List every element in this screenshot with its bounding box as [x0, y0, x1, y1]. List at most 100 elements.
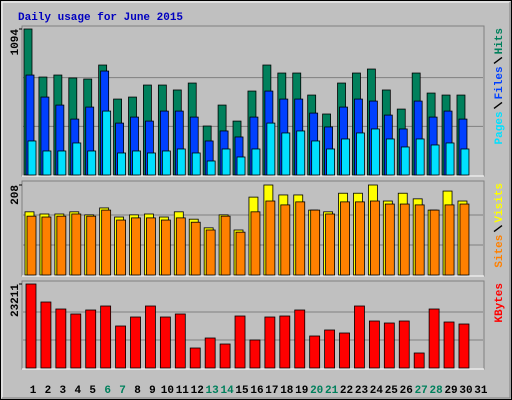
- bar: [399, 203, 410, 276]
- bar: [294, 309, 306, 369]
- x-tick-label: 10: [161, 385, 174, 397]
- bar: [85, 309, 97, 369]
- bar: [310, 209, 321, 276]
- x-tick-label: 18: [280, 385, 294, 397]
- bar: [191, 152, 201, 176]
- x-tick-label: 7: [119, 385, 126, 397]
- bar: [117, 152, 126, 176]
- bar: [189, 347, 201, 369]
- x-tick-label: 23: [355, 385, 369, 397]
- bar: [266, 122, 276, 176]
- x-tick-label: 16: [250, 385, 263, 397]
- x-tick-label: 9: [149, 385, 156, 397]
- bar: [340, 201, 350, 276]
- bar: [280, 204, 291, 276]
- bar: [339, 332, 350, 369]
- bar: [55, 308, 67, 369]
- x-tick-label: 20: [310, 385, 323, 397]
- bar: [42, 150, 52, 176]
- bar: [70, 313, 82, 369]
- bar: [281, 132, 291, 176]
- legend-separator: [493, 101, 503, 109]
- bar: [132, 150, 141, 176]
- x-tick-label: 2: [45, 385, 52, 397]
- bar: [249, 339, 261, 369]
- bar: [398, 320, 410, 369]
- bar: [221, 148, 231, 176]
- bar: [26, 215, 37, 276]
- bar: [444, 204, 455, 276]
- bar: [413, 352, 425, 369]
- bar: [326, 148, 336, 176]
- y-tick-label: 208: [10, 185, 22, 205]
- x-tick-label: 29: [444, 385, 457, 397]
- bar: [176, 148, 186, 176]
- bar: [219, 343, 231, 369]
- x-tick-label: 28: [430, 385, 444, 397]
- bar: [86, 215, 97, 276]
- bar: [264, 316, 276, 369]
- bar: [130, 316, 141, 369]
- bar: [383, 322, 395, 369]
- bar: [325, 213, 336, 276]
- bar: [324, 329, 336, 369]
- x-tick-label: 3: [60, 385, 67, 397]
- bar: [265, 200, 276, 276]
- x-tick-label: 4: [74, 385, 81, 397]
- bar: [429, 209, 440, 276]
- x-tick-label: 19: [295, 385, 308, 397]
- bar: [250, 211, 261, 276]
- x-tick-label: 15: [235, 385, 249, 397]
- x-tick-label: 17: [265, 385, 278, 397]
- bar: [41, 216, 52, 276]
- bar: [369, 200, 380, 276]
- x-tick-label: 24: [370, 385, 384, 397]
- bar: [251, 148, 261, 176]
- bar: [116, 219, 126, 276]
- legend-entry: Files: [494, 66, 506, 99]
- bar: [71, 213, 82, 276]
- bar: [101, 209, 112, 276]
- bar: [57, 150, 67, 176]
- bar: [234, 315, 246, 369]
- bar: [384, 203, 395, 276]
- x-tick-label: 11: [176, 385, 190, 397]
- bar: [190, 221, 201, 276]
- x-tick-label: 6: [104, 385, 111, 397]
- bar: [102, 110, 112, 176]
- bar: [458, 323, 470, 369]
- legend-entry: Sites: [494, 235, 506, 268]
- x-tick-label: 27: [415, 385, 428, 397]
- x-tick-label: 25: [385, 385, 399, 397]
- bar: [279, 315, 291, 369]
- bar: [205, 229, 216, 276]
- x-tick-label: 14: [220, 385, 234, 397]
- bar: [204, 337, 216, 369]
- x-tick-label: 12: [191, 385, 204, 397]
- bar: [385, 138, 395, 176]
- bar: [100, 305, 112, 369]
- bar: [159, 316, 171, 369]
- bar: [87, 150, 97, 176]
- bar: [296, 130, 306, 176]
- bar: [443, 321, 455, 369]
- bar: [430, 144, 440, 176]
- x-tick-label: 13: [206, 385, 220, 397]
- bar: [161, 150, 171, 176]
- chart-title: Daily usage for June 2015: [18, 12, 183, 24]
- x-tick-label: 1: [30, 385, 37, 397]
- x-tick-label: 30: [459, 385, 472, 397]
- bar: [160, 219, 171, 276]
- bar: [40, 301, 52, 369]
- bar: [309, 335, 321, 369]
- x-tick-label: 21: [325, 385, 339, 397]
- x-tick-label: 31: [474, 385, 488, 397]
- bar: [174, 313, 186, 369]
- bar: [236, 156, 246, 176]
- bar: [115, 325, 126, 369]
- bar: [56, 215, 67, 276]
- legend-entry: Visits: [494, 183, 506, 223]
- bar: [206, 160, 216, 176]
- bar: [460, 148, 470, 176]
